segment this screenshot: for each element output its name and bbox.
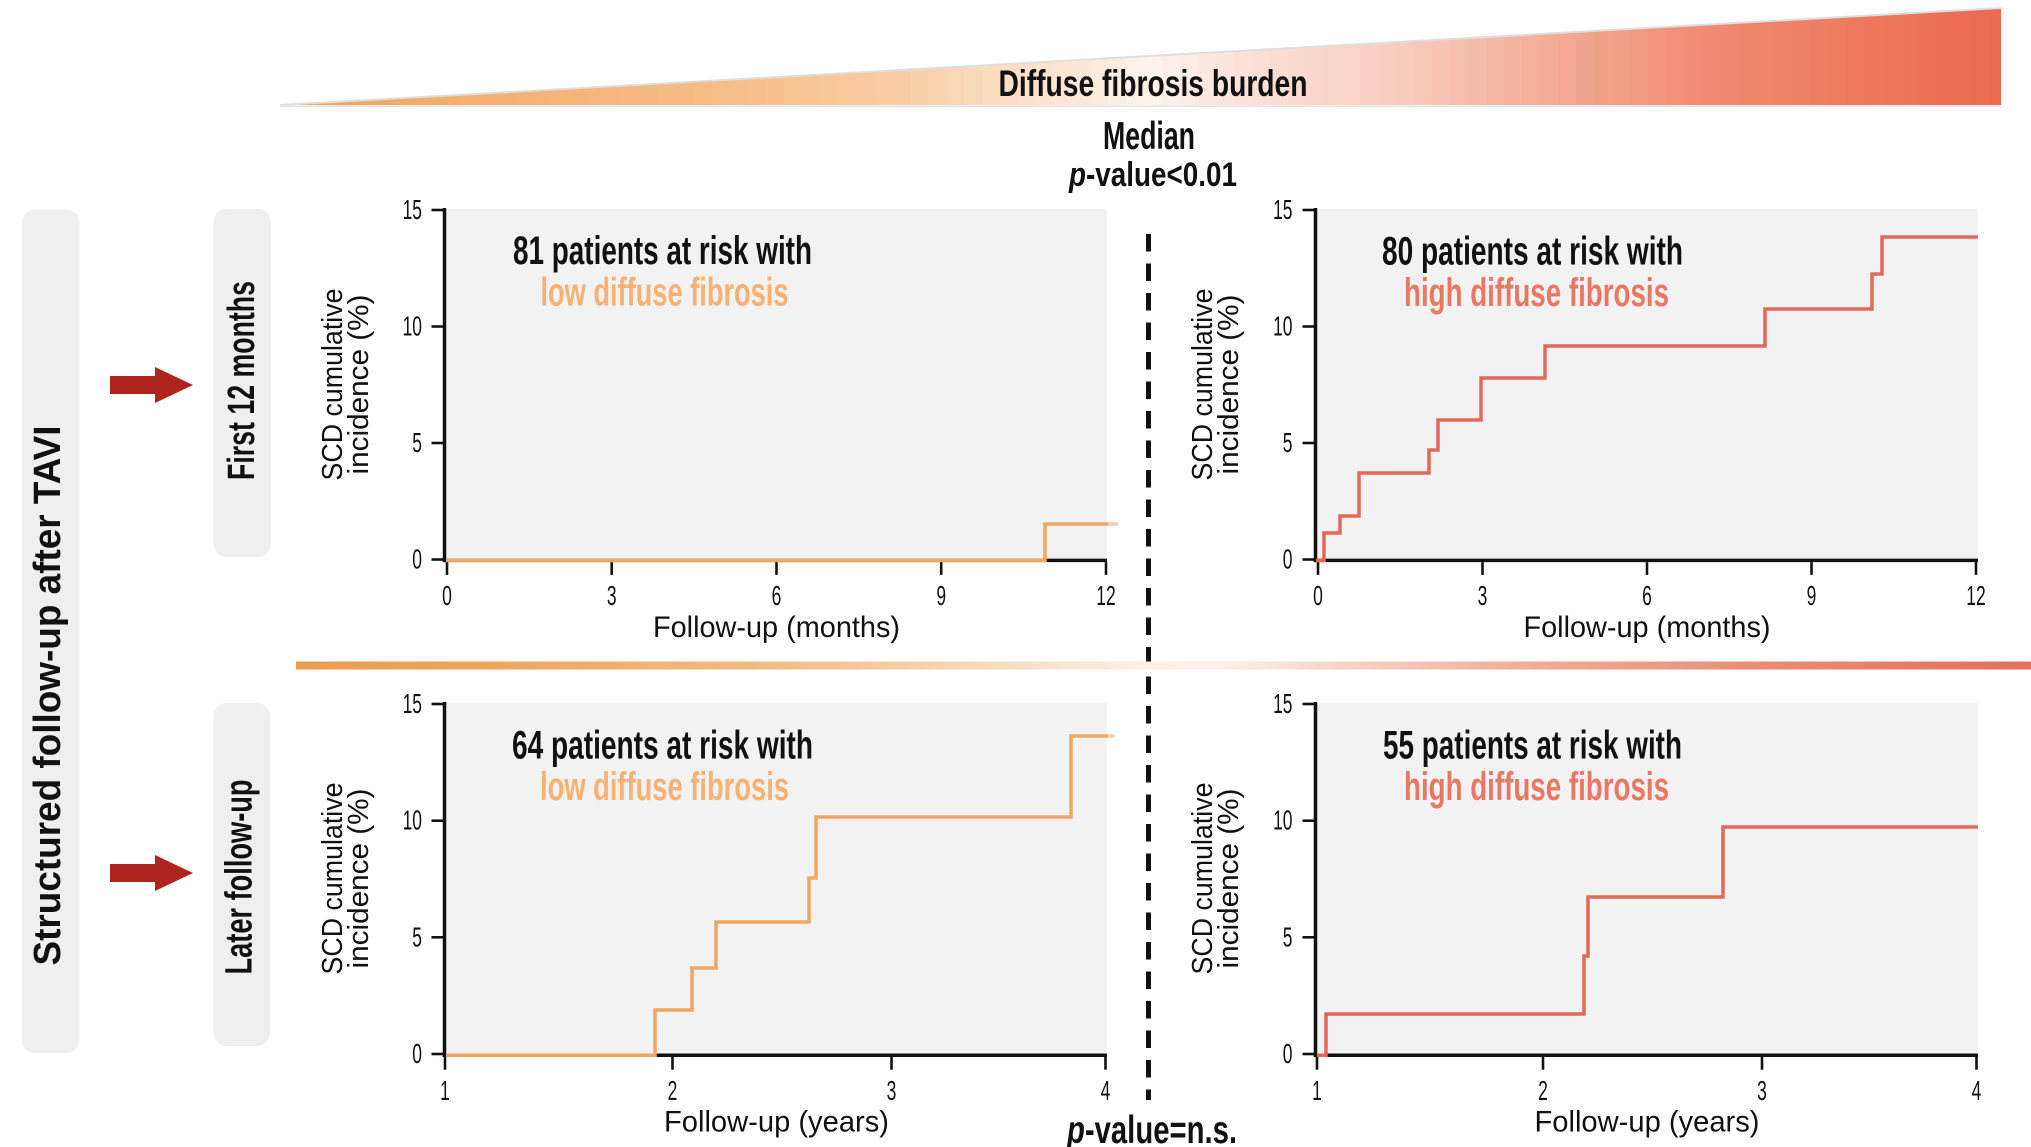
svg-text:5: 5 <box>1283 921 1293 952</box>
svg-text:5: 5 <box>412 921 422 952</box>
svg-text:10: 10 <box>1273 805 1292 836</box>
svg-text:p-value<0.01: p-value<0.01 <box>1068 156 1237 194</box>
svg-text:15: 15 <box>1273 688 1292 719</box>
svg-text:Median: Median <box>1103 115 1195 158</box>
svg-text:4: 4 <box>1972 1075 1982 1106</box>
svg-text:15: 15 <box>403 688 422 719</box>
svg-text:Follow-up (years): Follow-up (years) <box>1535 1106 1760 1139</box>
svg-text:64 patients at risk with: 64 patients at risk with <box>512 724 813 768</box>
svg-text:low diffuse fibrosis: low diffuse fibrosis <box>541 271 789 315</box>
svg-text:10: 10 <box>403 805 422 836</box>
svg-text:80 patients at risk with: 80 patients at risk with <box>1382 230 1683 274</box>
svg-text:0: 0 <box>1313 580 1323 611</box>
svg-text:12: 12 <box>1096 580 1115 611</box>
svg-text:0: 0 <box>1283 1038 1293 1069</box>
svg-text:high diffuse fibrosis: high diffuse fibrosis <box>1404 271 1669 315</box>
svg-text:12: 12 <box>1966 580 1985 611</box>
svg-text:0: 0 <box>442 580 452 611</box>
svg-text:9: 9 <box>936 580 946 611</box>
svg-text:1: 1 <box>1312 1075 1322 1106</box>
svg-text:81 patients at risk with: 81 patients at risk with <box>513 229 812 273</box>
svg-text:2: 2 <box>1538 1075 1548 1106</box>
svg-text:Later follow-up: Later follow-up <box>219 780 261 975</box>
svg-text:5: 5 <box>412 427 422 458</box>
svg-text:incidence (%): incidence (%) <box>1213 295 1245 475</box>
svg-text:15: 15 <box>403 194 422 225</box>
svg-text:high diffuse fibrosis: high diffuse fibrosis <box>1404 765 1669 809</box>
svg-text:4: 4 <box>1101 1075 1111 1106</box>
svg-text:incidence (%): incidence (%) <box>343 789 375 969</box>
svg-text:3: 3 <box>1478 580 1488 611</box>
svg-text:5: 5 <box>1283 427 1293 458</box>
svg-text:3: 3 <box>1757 1075 1767 1106</box>
svg-text:SCD cumulative: SCD cumulative <box>1187 289 1219 481</box>
svg-text:0: 0 <box>412 544 422 575</box>
svg-text:0: 0 <box>412 1038 422 1069</box>
svg-text:SCD cumulative: SCD cumulative <box>1187 783 1219 975</box>
svg-text:2: 2 <box>668 1075 678 1106</box>
svg-text:Diffuse fibrosis burden: Diffuse fibrosis burden <box>999 62 1308 104</box>
svg-text:Follow-up (months): Follow-up (months) <box>653 611 900 644</box>
svg-text:low diffuse fibrosis: low diffuse fibrosis <box>540 765 789 809</box>
svg-text:0: 0 <box>1283 544 1293 575</box>
svg-text:incidence (%): incidence (%) <box>343 295 375 475</box>
svg-text:p-value=n.s.: p-value=n.s. <box>1066 1109 1237 1147</box>
svg-text:3: 3 <box>607 580 617 611</box>
svg-text:10: 10 <box>403 311 422 342</box>
svg-text:Follow-up (years): Follow-up (years) <box>664 1106 889 1139</box>
svg-text:incidence (%): incidence (%) <box>1213 789 1245 969</box>
svg-text:1: 1 <box>440 1075 450 1106</box>
svg-text:55 patients at risk with: 55 patients at risk with <box>1383 724 1682 768</box>
svg-text:SCD cumulative: SCD cumulative <box>317 783 349 975</box>
svg-text:15: 15 <box>1273 194 1292 225</box>
svg-text:9: 9 <box>1807 580 1817 611</box>
svg-text:First 12 months: First 12 months <box>221 281 263 480</box>
svg-text:Structured follow-up after TAV: Structured follow-up after TAVI <box>27 426 69 966</box>
svg-text:Follow-up (months): Follow-up (months) <box>1524 611 1771 644</box>
svg-text:6: 6 <box>1642 580 1652 611</box>
svg-text:10: 10 <box>1273 311 1292 342</box>
svg-text:3: 3 <box>887 1075 897 1106</box>
svg-text:6: 6 <box>772 580 782 611</box>
svg-text:SCD cumulative: SCD cumulative <box>317 289 349 481</box>
